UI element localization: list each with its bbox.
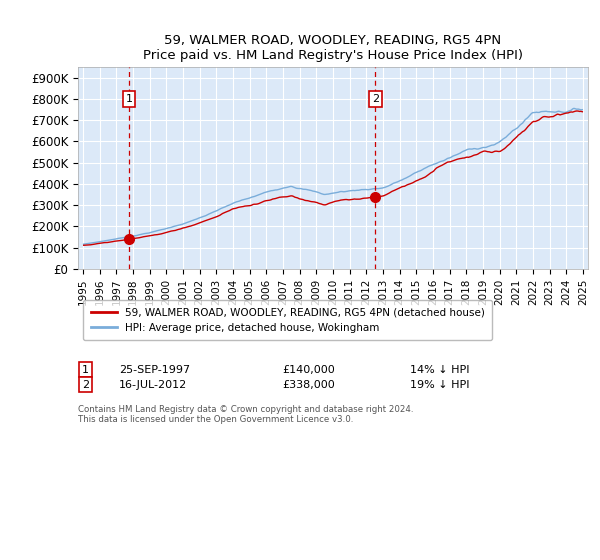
Legend: 59, WALMER ROAD, WOODLEY, READING, RG5 4PN (detached house), HPI: Average price,: 59, WALMER ROAD, WOODLEY, READING, RG5 4… xyxy=(83,300,492,340)
Text: 16-JUL-2012: 16-JUL-2012 xyxy=(119,380,187,390)
Text: 1: 1 xyxy=(125,94,133,104)
Text: 2: 2 xyxy=(372,94,379,104)
Text: 1: 1 xyxy=(82,365,89,375)
Text: 25-SEP-1997: 25-SEP-1997 xyxy=(119,365,190,375)
Text: 19% ↓ HPI: 19% ↓ HPI xyxy=(409,380,469,390)
Text: £338,000: £338,000 xyxy=(282,380,335,390)
Text: £140,000: £140,000 xyxy=(282,365,335,375)
Text: 14% ↓ HPI: 14% ↓ HPI xyxy=(409,365,469,375)
Text: 2: 2 xyxy=(82,380,89,390)
Text: Contains HM Land Registry data © Crown copyright and database right 2024.
This d: Contains HM Land Registry data © Crown c… xyxy=(78,405,413,424)
Title: 59, WALMER ROAD, WOODLEY, READING, RG5 4PN
Price paid vs. HM Land Registry's Hou: 59, WALMER ROAD, WOODLEY, READING, RG5 4… xyxy=(143,34,523,62)
